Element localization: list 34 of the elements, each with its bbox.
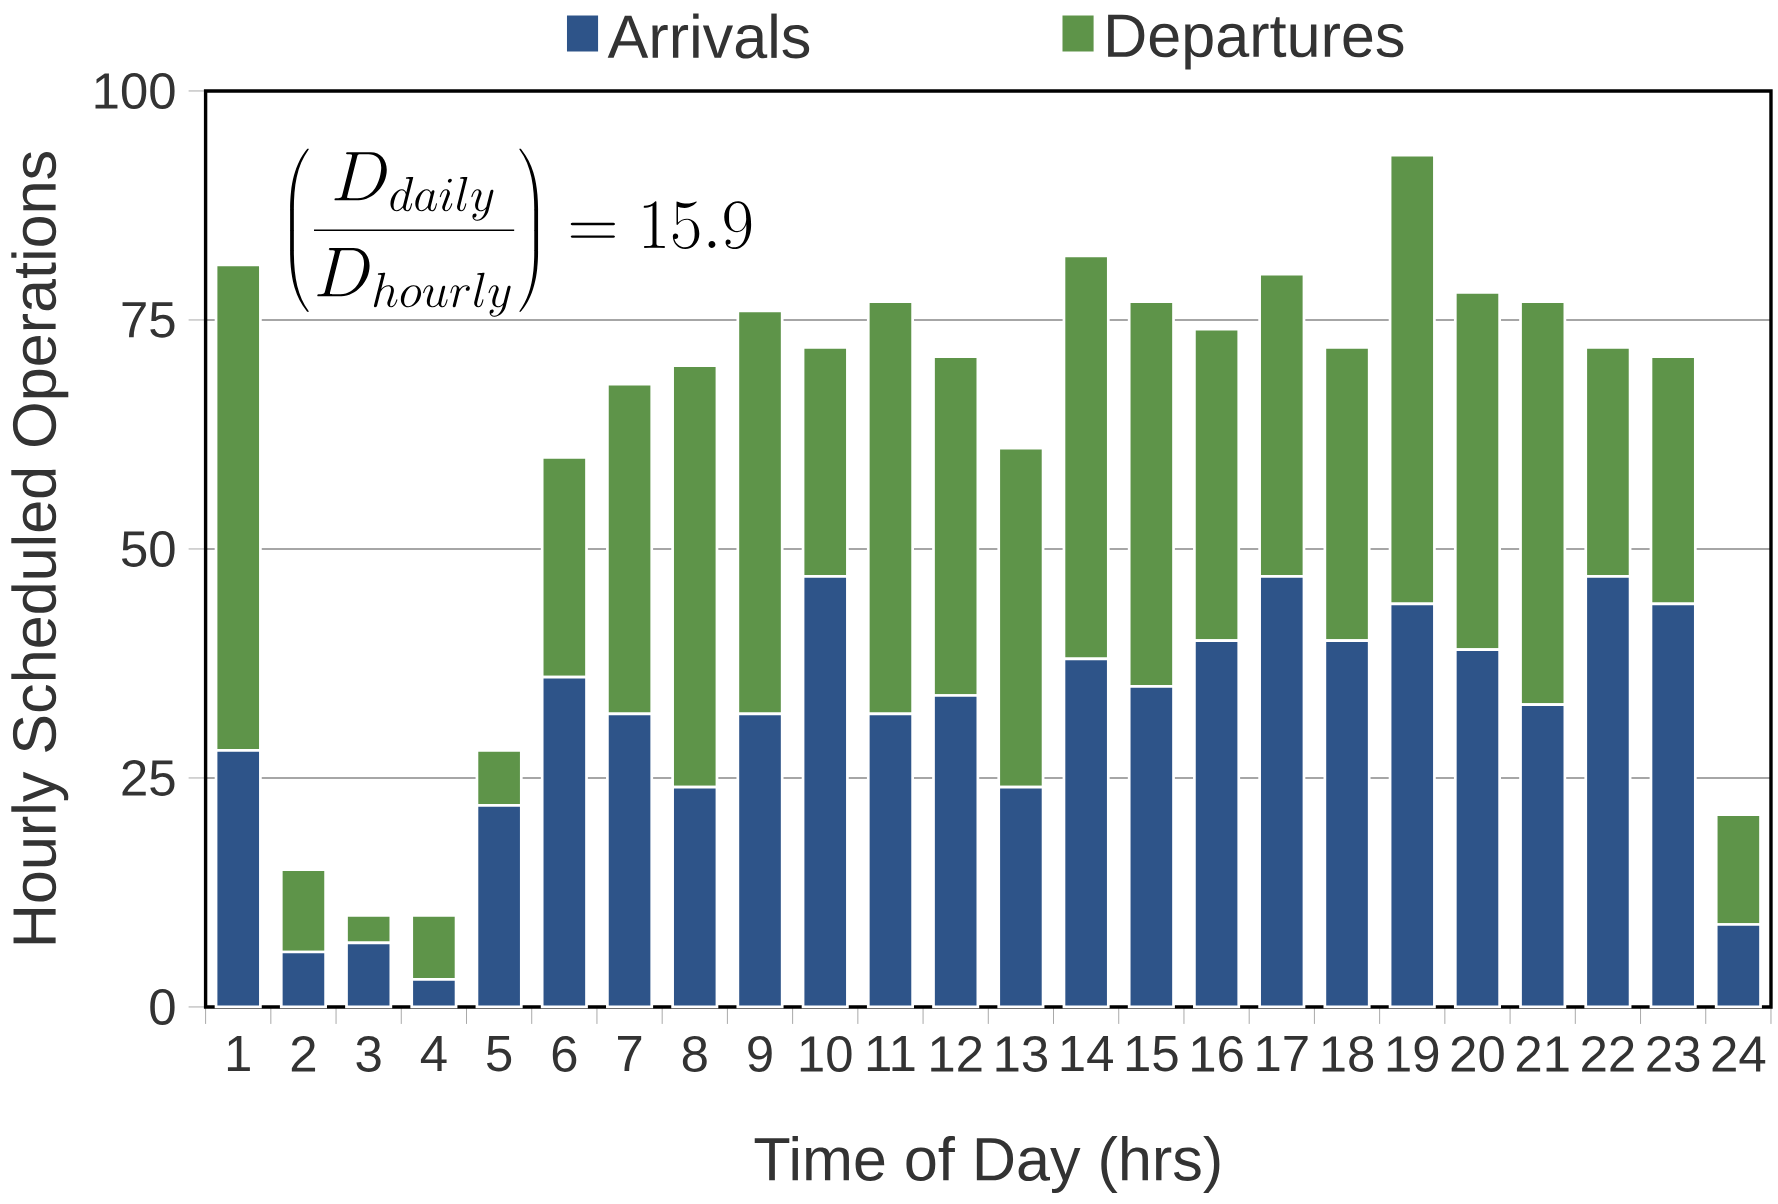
x-tick-label: 15 (1126, 1035, 1178, 1072)
x-tick-label: 11 (867, 1035, 915, 1071)
x-tick-label: 1 (227, 1035, 250, 1071)
x-tick-label: 16 (1192, 1035, 1243, 1072)
x-tick-label: 10 (800, 1035, 852, 1072)
x-tick-label: 20 (1451, 1035, 1504, 1072)
annotation: $\left(\frac{D_{daily}}{D_{hourly}}\right)=15.9$ (290, 148, 752, 317)
y-tick-label: 75 (122, 302, 175, 338)
x-tick-label: 8 (682, 1035, 707, 1072)
x-tick-label: 14 (1061, 1035, 1113, 1071)
legend-label: Departures (1108, 14, 1404, 70)
y-tick-label: 25 (122, 759, 175, 796)
y-axis-title: Hourly Scheduled Operations (11, 151, 69, 944)
x-tick-label: 17 (1257, 1035, 1308, 1071)
x-tick-label: 2 (291, 1035, 316, 1072)
x-tick-label: 19 (1387, 1035, 1439, 1072)
x-tick-label: 18 (1322, 1035, 1374, 1072)
y-tick-label: 100 (95, 72, 175, 109)
x-axis-title: Time of Day (hrs) (754, 1135, 1220, 1193)
x-tick-label: 24 (1712, 1035, 1766, 1072)
y-tick-label: 0 (150, 988, 175, 1025)
x-tick-label: 9 (748, 1035, 772, 1072)
y-tick-label: 50 (121, 530, 175, 567)
x-tick-label: 12 (931, 1035, 982, 1072)
x-tick-label: 6 (552, 1035, 577, 1072)
x-tick-label: 13 (996, 1035, 1047, 1072)
x-tick-label: 5 (486, 1035, 512, 1072)
x-tick-label: 7 (618, 1035, 642, 1071)
legend-label: Arrivals (607, 13, 810, 59)
x-tick-label: 22 (1582, 1035, 1634, 1072)
x-tick-label: 21 (1516, 1035, 1569, 1072)
x-tick-label: 23 (1647, 1035, 1700, 1072)
x-tick-label: 4 (420, 1035, 447, 1071)
x-tick-label: 3 (356, 1035, 381, 1072)
